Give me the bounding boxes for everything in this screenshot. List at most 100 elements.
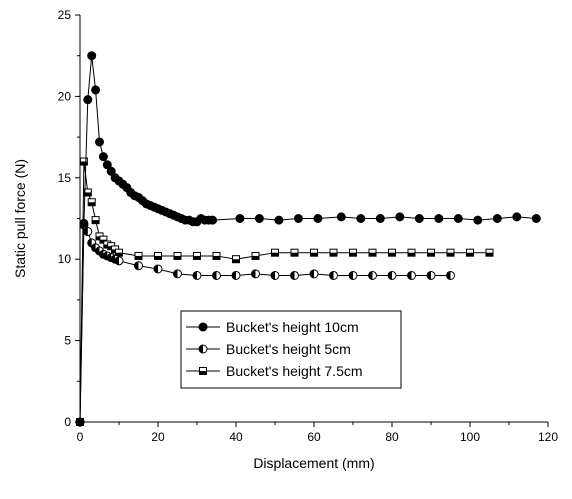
- data-point: [349, 248, 357, 257]
- x-tick-label: 20: [151, 430, 165, 444]
- data-point: [387, 270, 397, 280]
- data-point: [91, 216, 100, 225]
- data-point: [290, 248, 299, 257]
- data-point: [356, 214, 366, 223]
- data-point: [95, 137, 104, 147]
- data-point: [173, 269, 182, 279]
- data-point: [293, 214, 303, 223]
- data-point: [102, 160, 112, 170]
- data-point: [91, 85, 101, 95]
- y-axis: 0 5 10 15 20 25: [58, 8, 80, 429]
- data-point: [232, 255, 240, 264]
- y-axis-title: Static pull force (N): [12, 159, 28, 278]
- legend-marker: [198, 322, 208, 332]
- data-point: [87, 51, 97, 61]
- data-point: [251, 269, 260, 279]
- data-point: [512, 212, 522, 222]
- data-point: [426, 270, 436, 280]
- data-point: [348, 270, 358, 280]
- data-point: [414, 214, 424, 223]
- x-tick-label: 80: [385, 430, 399, 444]
- data-point: [453, 214, 463, 223]
- data-point: [485, 248, 494, 257]
- data-point: [192, 270, 202, 280]
- x-tick-label: 100: [460, 430, 480, 444]
- data-point: [290, 270, 299, 280]
- series-0: [75, 51, 541, 427]
- data-point: [492, 214, 502, 223]
- data-point: [395, 212, 405, 222]
- data-point: [329, 248, 338, 257]
- data-point: [446, 270, 455, 280]
- data-point: [270, 270, 280, 280]
- data-point: [106, 166, 116, 176]
- legend-marker: [199, 367, 207, 375]
- data-point: [407, 270, 416, 280]
- data-point: [310, 248, 318, 257]
- legend-item-2: Bucket's height 7.5cm: [186, 363, 363, 379]
- data-point: [83, 227, 93, 237]
- data-point: [83, 188, 92, 197]
- data-point: [329, 270, 338, 280]
- data-point: [212, 251, 221, 260]
- data-point: [79, 157, 88, 166]
- data-point: [336, 212, 346, 222]
- data-point: [313, 214, 323, 223]
- data-point: [208, 215, 218, 225]
- x-tick-label: 40: [229, 430, 243, 444]
- data-point: [473, 215, 483, 225]
- data-point: [466, 248, 474, 257]
- x-axis: 0 20 40 60 80 100 120: [77, 422, 558, 444]
- data-point: [434, 214, 444, 223]
- data-point: [368, 270, 377, 280]
- data-point: [75, 417, 85, 427]
- data-point: [115, 248, 123, 257]
- data-point: [98, 152, 108, 162]
- y-tick-label: 25: [58, 8, 72, 22]
- x-tick-label: 120: [538, 430, 558, 444]
- data-point: [407, 248, 416, 257]
- legend-label: Bucket's height 5cm: [226, 341, 351, 357]
- legend-marker: [198, 344, 208, 354]
- y-tick-label: 10: [58, 252, 72, 266]
- data-point: [153, 264, 163, 274]
- data-point: [154, 251, 162, 260]
- data-point: [251, 251, 260, 260]
- data-point: [309, 269, 319, 279]
- data-point: [134, 261, 143, 271]
- data-point: [446, 248, 455, 257]
- x-tick-label: 0: [77, 430, 84, 444]
- y-tick-label: 15: [58, 171, 72, 185]
- x-axis-title: Displacement (mm): [253, 455, 374, 471]
- data-point: [271, 248, 279, 257]
- data-point: [388, 248, 396, 257]
- y-tick-label: 0: [64, 415, 71, 429]
- legend-label: Bucket's height 7.5cm: [226, 363, 363, 379]
- data-point: [274, 215, 284, 225]
- legend-label: Bucket's height 10cm: [226, 319, 359, 335]
- data-point: [375, 214, 385, 223]
- data-point: [235, 214, 245, 223]
- data-point: [87, 198, 96, 207]
- data-point: [79, 218, 89, 228]
- data-point: [231, 270, 241, 280]
- data-point: [83, 95, 93, 105]
- series-1: [75, 220, 455, 427]
- data-point: [368, 248, 377, 257]
- data-point: [134, 251, 143, 260]
- data-point: [173, 251, 182, 260]
- data-point: [212, 270, 221, 280]
- data-point: [114, 256, 124, 266]
- data-point: [427, 248, 435, 257]
- y-tick-label: 20: [58, 89, 72, 103]
- legend: Bucket's height 10cm Bucket's height 5cm…: [180, 310, 402, 389]
- y-tick-label: 5: [64, 334, 71, 348]
- data-point: [193, 251, 201, 260]
- x-tick-label: 60: [307, 430, 321, 444]
- legend-item-0: Bucket's height 10cm: [186, 319, 359, 335]
- data-point: [254, 214, 264, 223]
- data-point: [531, 214, 541, 223]
- legend-item-1: Bucket's height 5cm: [186, 341, 351, 357]
- series-layer: [75, 51, 541, 427]
